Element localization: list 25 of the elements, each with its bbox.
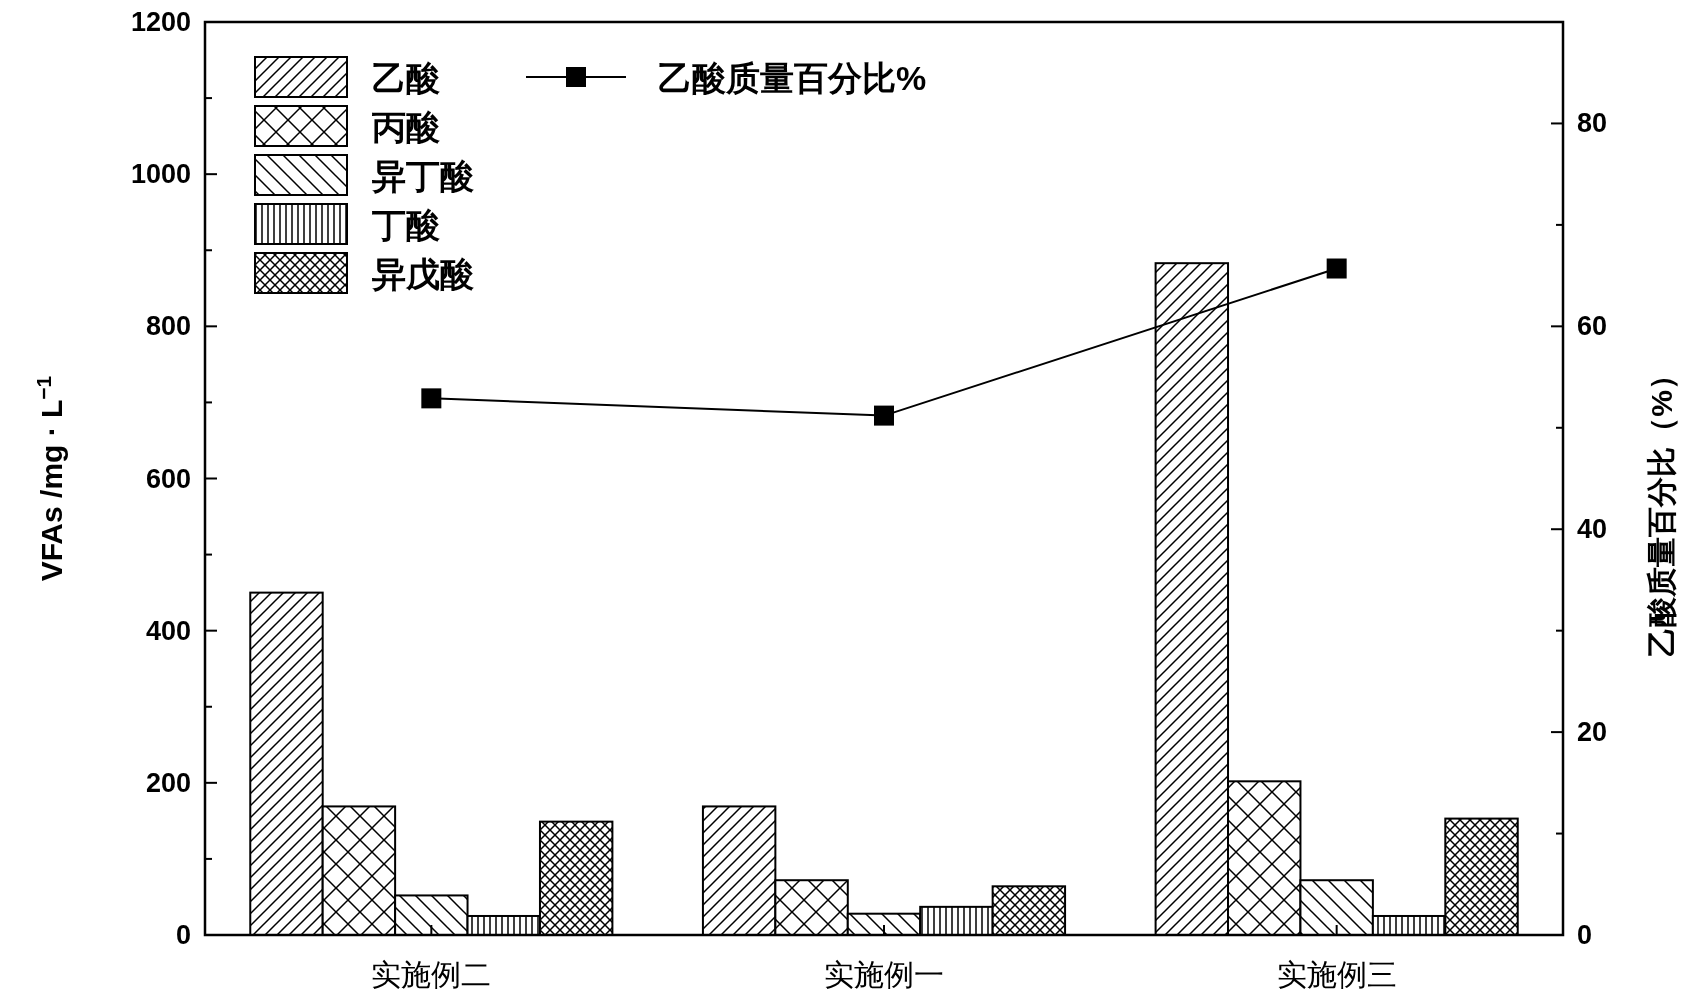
y-tick-label: 1000 [130, 159, 191, 190]
y-tick-label: 400 [145, 615, 191, 646]
y-tick-label: 600 [145, 463, 191, 494]
y-tick-label: 0 [175, 920, 191, 950]
y2-tick-label: 40 [1577, 514, 1608, 545]
x-tick-label: 实施例三 [1276, 958, 1397, 991]
y2-tick-label: 60 [1577, 311, 1608, 342]
y2-axis-title: 乙酸质量百分比（%） [1645, 360, 1678, 657]
y2-tick-label: 20 [1577, 717, 1608, 748]
legend-label: 丁酸 [371, 206, 440, 244]
point [874, 405, 894, 426]
y2-tick-label: 80 [1577, 108, 1608, 139]
y2-tick-label: 0 [1577, 920, 1593, 950]
legend-label: 异戊酸 [371, 255, 474, 293]
legend-label: 乙酸 [372, 59, 440, 97]
legend-label: 丙酸 [371, 108, 440, 146]
y-tick-label: 1200 [130, 7, 191, 37]
y-tick-label: 800 [145, 311, 191, 342]
legend-label: 异丁酸 [371, 157, 474, 195]
x-tick-label: 实施例一 [824, 958, 944, 991]
point [1326, 258, 1347, 279]
x-tick-label: 实施例二 [371, 958, 492, 991]
y-tick-label: 200 [145, 767, 191, 798]
point [421, 388, 442, 409]
legend-label: 乙酸质量百分比% [658, 59, 927, 97]
